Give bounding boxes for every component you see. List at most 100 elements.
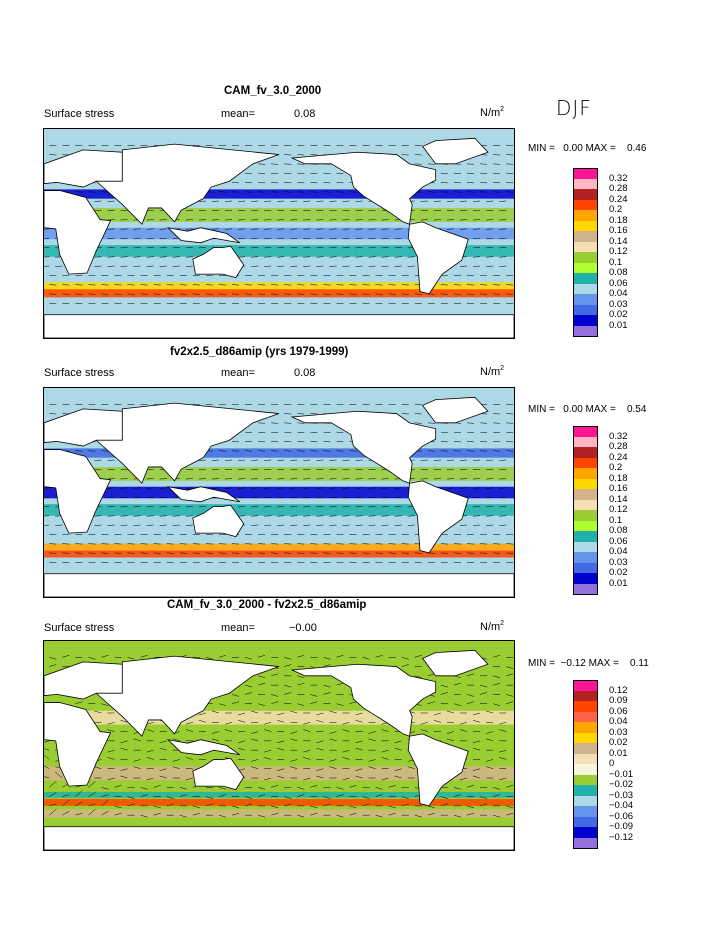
stress-vector xyxy=(506,534,514,536)
stress-vector xyxy=(316,256,324,258)
stress-vector xyxy=(362,302,370,304)
stress-vector xyxy=(101,794,109,797)
legend-label: 0.16 xyxy=(609,483,628,494)
stress-vector xyxy=(336,191,344,193)
stress-vector xyxy=(251,469,259,471)
stress-vector xyxy=(368,219,376,221)
stress-vector xyxy=(284,404,292,406)
stress-vector xyxy=(336,302,344,304)
stress-vector xyxy=(506,275,514,277)
stress-vector xyxy=(224,729,233,732)
stress-vector xyxy=(297,145,305,147)
stress-vector xyxy=(303,524,311,526)
stress-vector xyxy=(381,749,389,753)
stress-vector xyxy=(284,145,292,147)
stress-vector xyxy=(205,404,213,406)
stress-vector xyxy=(316,469,324,471)
stress-vector xyxy=(258,675,266,679)
stress-vector xyxy=(127,543,135,545)
stress-vector xyxy=(101,703,109,706)
stress-vector xyxy=(101,655,109,658)
stress-vector xyxy=(329,506,337,508)
stress-vector xyxy=(114,145,122,147)
stress-vector xyxy=(271,302,279,304)
stress-vector xyxy=(120,747,128,751)
stress-vector xyxy=(290,237,298,239)
stress-vector xyxy=(349,450,357,452)
stress-vector xyxy=(284,422,292,424)
stress-vector xyxy=(185,777,193,781)
stress-vector xyxy=(466,302,475,304)
stress-vector xyxy=(323,684,331,688)
stress-vector xyxy=(499,469,507,471)
stress-vector xyxy=(62,561,70,563)
stress-vector xyxy=(310,413,318,415)
stress-vector xyxy=(362,404,370,406)
stress-vector xyxy=(94,265,102,267)
stress-vector xyxy=(375,302,383,304)
stress-vector xyxy=(329,469,337,471)
stress-vector xyxy=(323,431,331,433)
stress-vector xyxy=(394,740,402,744)
stress-vector xyxy=(473,228,481,230)
stress-vector xyxy=(94,210,102,212)
stress-vector xyxy=(101,450,109,452)
stress-vector xyxy=(114,302,122,304)
stress-vector xyxy=(381,757,389,760)
stress-vector xyxy=(231,561,240,563)
stress-vector xyxy=(355,506,363,508)
stress-vector xyxy=(290,265,298,267)
legend-label: −0.09 xyxy=(609,821,634,832)
stress-vector xyxy=(453,275,461,277)
stress-vector xyxy=(264,478,272,480)
stress-vector xyxy=(401,534,409,536)
stress-vector xyxy=(251,506,259,508)
stress-vector xyxy=(394,768,402,771)
land-mass xyxy=(166,739,241,756)
legend-label: 0.01 xyxy=(609,747,628,759)
stress-vector xyxy=(172,759,180,762)
stress-vector xyxy=(49,657,57,660)
stress-vector xyxy=(506,666,514,669)
stress-vector xyxy=(480,422,488,424)
stress-vector xyxy=(284,182,292,184)
stress-vector xyxy=(381,524,389,526)
stress-vector xyxy=(336,450,344,452)
stress-vector xyxy=(323,534,331,536)
stress-vector xyxy=(375,293,383,295)
stress-vector xyxy=(107,219,115,221)
stress-vector xyxy=(205,552,213,554)
panel-2-map xyxy=(43,387,515,598)
stress-vector xyxy=(453,441,461,443)
stress-vector xyxy=(381,515,389,517)
stress-vector xyxy=(329,487,337,489)
stress-vector xyxy=(231,145,240,147)
legend-label: 0.12 xyxy=(609,246,628,257)
stress-vector xyxy=(94,256,102,258)
stress-vector xyxy=(146,469,154,471)
stress-vector xyxy=(277,740,285,744)
legend-label: 0.01 xyxy=(609,319,628,331)
stress-vector xyxy=(264,256,272,258)
stress-vector xyxy=(75,701,83,704)
stress-vector xyxy=(499,757,507,760)
stress-vector xyxy=(349,785,357,788)
land-mass xyxy=(95,143,280,225)
stress-vector xyxy=(336,182,344,184)
stress-vector xyxy=(94,469,102,471)
stress-vector xyxy=(323,692,331,695)
stress-vector xyxy=(284,275,292,277)
stress-vector xyxy=(473,210,481,212)
stress-vector xyxy=(185,722,193,725)
stress-vector xyxy=(440,172,448,174)
stress-vector xyxy=(420,469,428,471)
legend-label: 0.01 xyxy=(609,577,628,589)
stress-vector xyxy=(231,450,240,452)
stress-vector xyxy=(172,738,180,742)
land-mass xyxy=(192,504,245,538)
stress-vector xyxy=(473,237,481,239)
stress-vector xyxy=(251,731,259,734)
stress-vector xyxy=(446,487,454,489)
stress-vector xyxy=(277,487,285,489)
stress-vector xyxy=(231,404,240,406)
